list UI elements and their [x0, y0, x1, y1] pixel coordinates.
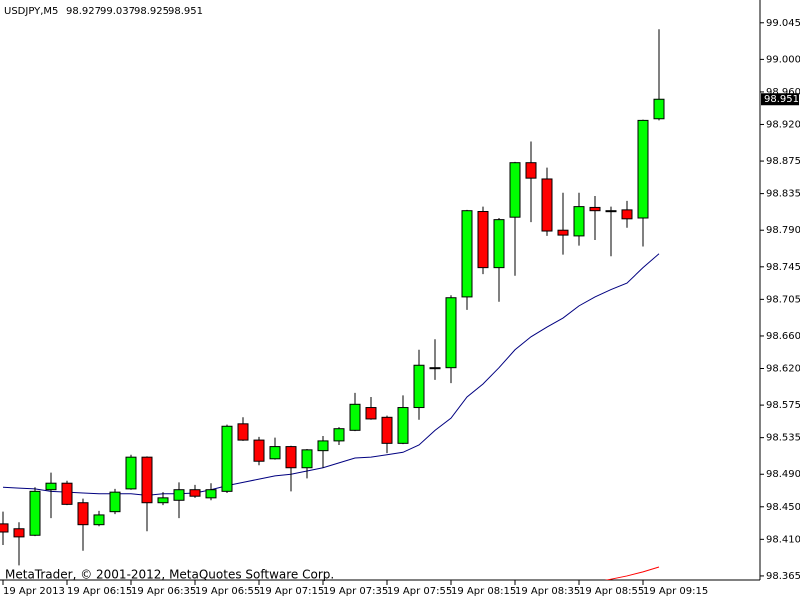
- candle-body: [653, 98, 665, 120]
- y-tick-label: 99.045: [766, 18, 800, 29]
- candle-body: [77, 502, 89, 526]
- candle-body: [605, 210, 617, 213]
- candle-body: [0, 523, 9, 533]
- candle-body: [621, 209, 633, 220]
- candle-body: [541, 178, 553, 232]
- header-open: 98.927: [66, 6, 101, 17]
- plot-area: [0, 29, 665, 580]
- y-tick-label: 98.705: [766, 294, 800, 305]
- footer: MetaTrader, © 2001-2012, MetaQuotes Soft…: [5, 568, 334, 582]
- candle-body: [189, 489, 201, 497]
- header-high: 99.037: [100, 6, 135, 17]
- indicator-line: [604, 566, 660, 580]
- candle-body: [509, 162, 521, 218]
- candle-body: [285, 446, 297, 469]
- y-tick-label: 98.745: [766, 262, 800, 273]
- candle-body: [573, 206, 585, 237]
- x-tick-label: 19 Apr 06:55: [195, 586, 260, 597]
- y-tick-label: 99.000: [766, 54, 800, 65]
- y-tick-label: 98.960: [766, 87, 800, 98]
- candle-body: [205, 489, 217, 499]
- candle-body: [557, 229, 569, 236]
- y-tick-label: 98.620: [766, 363, 800, 374]
- candle-body: [253, 439, 265, 462]
- header-close: 98.951: [168, 6, 203, 17]
- candle-body: [637, 119, 649, 219]
- y-tick-label: 98.410: [766, 534, 800, 545]
- x-tick-label: 19 Apr 06:15: [67, 586, 132, 597]
- y-tick-label: 98.660: [766, 331, 800, 342]
- candle-body: [125, 456, 137, 490]
- candle-body: [173, 489, 185, 501]
- candle-body: [477, 211, 489, 269]
- y-tick-label: 98.920: [766, 119, 800, 130]
- candle-body: [93, 514, 105, 526]
- x-tick-label: 19 Apr 2013: [3, 586, 65, 597]
- candle-body: [397, 407, 409, 444]
- candle-body: [221, 425, 233, 492]
- candle-body: [29, 490, 41, 536]
- chart-title: USDJPY,M5: [4, 6, 58, 17]
- candle-body: [525, 162, 537, 179]
- y-tick-label: 98.575: [766, 400, 800, 411]
- y-tick-label: 98.535: [766, 433, 800, 444]
- candle-body: [349, 403, 361, 431]
- candle-body: [301, 449, 313, 469]
- price-label-bg: [761, 93, 799, 106]
- candle-body: [589, 206, 601, 212]
- header-low: 98.925: [134, 6, 169, 17]
- candle-body: [333, 428, 345, 442]
- candle-body: [461, 210, 473, 298]
- price-label: 98.951: [764, 94, 799, 105]
- y-tick-label: 98.365: [766, 571, 800, 582]
- x-tick-label: 19 Apr 07:35: [323, 586, 388, 597]
- y-tick-label: 98.790: [766, 225, 800, 236]
- candle-body: [269, 446, 281, 460]
- candle-body: [45, 482, 57, 491]
- candle-body: [13, 528, 25, 538]
- x-tick-label: 19 Apr 07:15: [259, 586, 324, 597]
- x-tick-label: 19 Apr 06:35: [131, 586, 196, 597]
- candle-body: [365, 407, 377, 420]
- candle-body: [141, 456, 153, 504]
- header: USDJPY,M5 98.927 99.037 98.925 98.951: [4, 6, 203, 17]
- candle-body: [429, 367, 441, 370]
- candle-body: [413, 364, 425, 409]
- candle-body: [445, 297, 457, 369]
- y-tick-label: 98.835: [766, 189, 800, 200]
- x-tick-label: 19 Apr 07:55: [387, 586, 452, 597]
- x-tick-label: 19 Apr 08:55: [579, 586, 644, 597]
- x-tick-label: 19 Apr 09:15: [643, 586, 708, 597]
- candle-body: [493, 219, 505, 269]
- x-tick-label: 19 Apr 08:35: [515, 586, 580, 597]
- candle-body: [109, 491, 121, 513]
- y-tick-label: 98.490: [766, 469, 800, 480]
- candle-body: [61, 482, 73, 505]
- x-tick-label: 19 Apr 08:15: [451, 586, 516, 597]
- y-tick-label: 98.875: [766, 156, 800, 167]
- candle-body: [381, 416, 393, 444]
- candle-body: [157, 497, 169, 504]
- y-tick-label: 98.450: [766, 502, 800, 513]
- candle-body: [237, 423, 249, 441]
- candle-body: [317, 440, 329, 452]
